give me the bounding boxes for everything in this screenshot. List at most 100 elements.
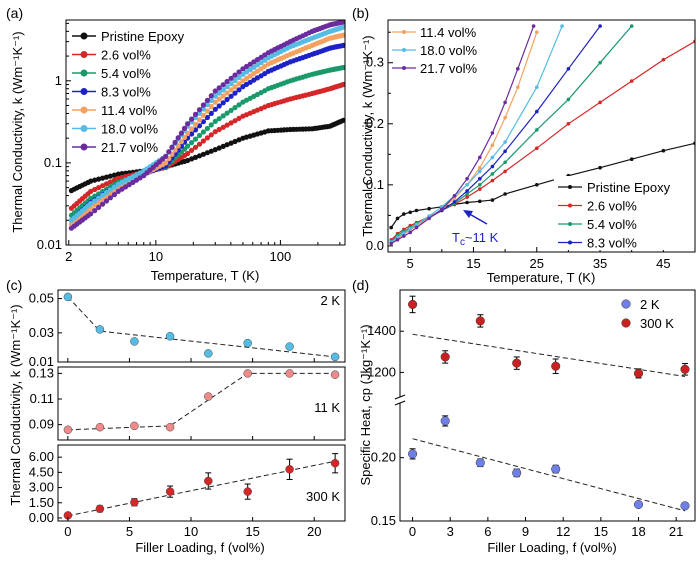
- panel-label-a: (a): [6, 5, 23, 21]
- point-21-7-vol-8: [465, 176, 469, 181]
- legend-marker-2-k: [621, 299, 631, 309]
- legend-marker-18-0-vol: [80, 125, 88, 132]
- point-18-0-vol-11: [103, 189, 110, 196]
- panel-b-ylabel: Thermal Conductivity, k (Wm⁻¹K⁻¹): [360, 35, 375, 236]
- x-tick-label: 3: [447, 524, 454, 539]
- point-pristine-epoxy-14: [598, 165, 602, 170]
- panel-b-xlabel: Temperature, T (K): [487, 270, 596, 285]
- panel-c-ylabel: Thermal Conductivity, k (Wm⁻¹K⁻¹): [8, 304, 23, 505]
- legend-label-2-k: 2 K: [640, 297, 660, 312]
- point-21-7-vol-35: [185, 121, 191, 127]
- point-8-3-vol-14: [598, 24, 602, 28]
- point-5-4-vol-41: [208, 122, 214, 128]
- point-8-3-vol-7: [452, 200, 457, 204]
- legend-bg: [554, 176, 694, 250]
- point-2-6-vol-44: [220, 124, 226, 130]
- point-pristine-epoxy-11: [103, 174, 110, 180]
- legend-label-5-4-vol: 5.4 vol%: [101, 66, 151, 81]
- x-tick-label: 15: [466, 256, 480, 271]
- point-pristine-epoxy-12: [107, 173, 113, 179]
- panel-a: 2 10 100 0.01 0.1 1 Pristine Epoxy 2.6 vol% 5.4…: [10, 19, 346, 283]
- point-8-3-vol-8: [465, 189, 469, 193]
- x-tick-label: 5: [407, 256, 414, 271]
- x-tick-label: 5: [126, 524, 133, 539]
- point-8-3-vol-47: [232, 90, 238, 96]
- point-pristine-epoxy-11: [503, 192, 507, 196]
- panel-label-c: (c): [6, 277, 22, 293]
- point-pristine-epoxy-43: [216, 145, 222, 151]
- point-8-3-vol-39: [200, 119, 206, 125]
- point-5-4-vol-39: [200, 129, 206, 135]
- point-21-7-vol-11: [103, 198, 110, 204]
- legend-label-2-6-vol: 2.6 vol%: [587, 199, 637, 214]
- point-pristine-epoxy-37: [192, 154, 199, 160]
- point-8-3-vol-36: [189, 131, 195, 137]
- point-21-7-vol-4: [414, 225, 419, 230]
- point-2-k-5: [633, 499, 644, 510]
- point-21-7-vol-33: [178, 130, 184, 136]
- point-21-7-vol-38: [196, 107, 203, 113]
- fit-line-11-k: [67, 372, 336, 431]
- point-11-k-7: [330, 370, 340, 379]
- point-2-k-2: [475, 458, 485, 468]
- axis-break-mark: [394, 400, 406, 406]
- legend-marker-11-4-vol: [402, 30, 406, 34]
- point-11-4-vol-37: [192, 121, 199, 127]
- point-2-k-3: [165, 332, 175, 341]
- point-300-k-7: [330, 458, 340, 468]
- y-tick-label: 3.00: [29, 480, 54, 495]
- point-21-7-vol-48: [236, 69, 242, 75]
- y-tick-label: 0.15: [371, 513, 396, 528]
- point-5-4-vol-9: [478, 183, 482, 187]
- legend-label-2-6-vol: 2.6 vol%: [101, 48, 151, 63]
- subplot-label-300-k: 300 K: [306, 489, 340, 504]
- point-2-k-1: [440, 416, 450, 426]
- point-2-6-vol-12: [107, 179, 113, 185]
- legend-label-pristine-epoxy: Pristine Epoxy: [587, 180, 671, 195]
- x-tick-label: 100: [270, 249, 292, 264]
- panel-d-xlabel: Filler Loading, f (vol%): [487, 540, 616, 555]
- fit-line-300-k: [67, 460, 336, 517]
- point-18-0-vol-4: [414, 222, 419, 227]
- series-2-k: 0.15 0.20: [371, 415, 690, 528]
- point-21-7-vol-29: [166, 149, 172, 155]
- panel-d-frame: [399, 289, 696, 522]
- point-21-7-vol-1: [395, 238, 400, 242]
- point-8-3-vol-41: [208, 110, 214, 116]
- legend-label-21-7-vol: 21.7 vol%: [420, 61, 478, 76]
- point-11-4-vol-38: [196, 117, 203, 123]
- legend-marker-5-4-vol: [568, 222, 572, 226]
- point-18-0-vol-2: [402, 231, 406, 235]
- point-5-4-vol-12: [535, 128, 539, 132]
- point-pristine-epoxy-4: [414, 208, 419, 213]
- point-2-6-vol-40: [204, 135, 210, 141]
- legend-marker-8-3-vol: [568, 240, 572, 245]
- point-8-3-vol-42: [212, 106, 218, 112]
- point-pristine-epoxy-39: [200, 151, 206, 157]
- point-5-4-vol-35: [185, 143, 191, 149]
- point-18-0-vol-39: [200, 106, 206, 112]
- x-tick-label: 10: [149, 249, 163, 264]
- subplot-frame: [57, 366, 346, 441]
- point-21-7-vol-3: [408, 230, 413, 235]
- point-5-4-vol-40: [204, 125, 210, 132]
- point-18-0-vol-43: [216, 90, 222, 96]
- tc-arrow-head: [463, 210, 473, 218]
- series-line-5-4-vol: [390, 25, 633, 242]
- point-pristine-epoxy-44: [220, 143, 226, 149]
- point-2-6-vol-38: [196, 141, 203, 147]
- point-2-k-0: [63, 292, 73, 302]
- point-2-6-vol-16: [661, 57, 666, 62]
- point-8-3-vol-11: [503, 149, 507, 154]
- x-tick-label: 25: [530, 256, 544, 271]
- point-2-6-vol-48: [236, 115, 242, 121]
- point-11-4-vol-43: [216, 96, 222, 102]
- point-5-4-vol-47: [232, 105, 238, 111]
- point-21-7-vol-40: [204, 97, 210, 103]
- point-pristine-epoxy-48: [236, 137, 242, 143]
- point-300-k-3: [165, 487, 175, 496]
- point-2-k-4: [204, 349, 213, 358]
- series-21-7-vol: [389, 24, 536, 246]
- legend-marker-5-4-vol: [80, 69, 88, 77]
- fit-line-300-k: [412, 333, 686, 377]
